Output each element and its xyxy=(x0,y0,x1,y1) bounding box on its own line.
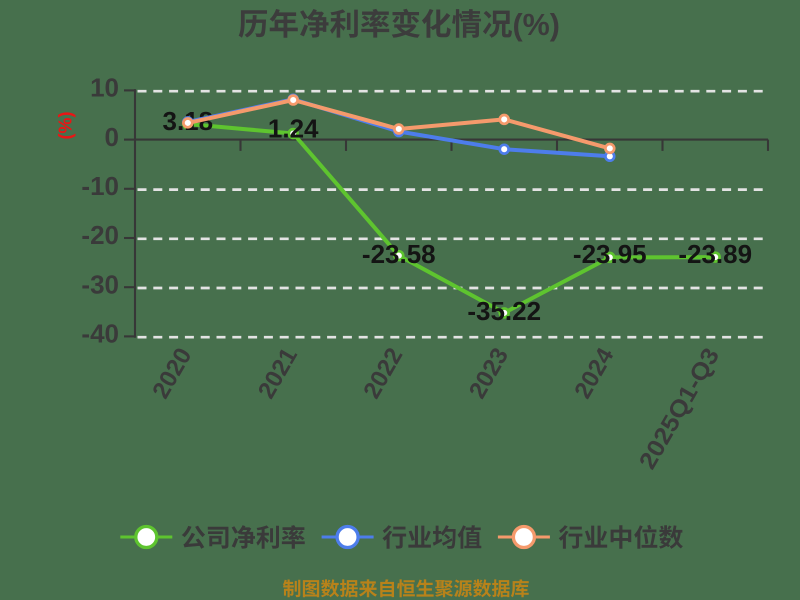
svg-text:-30: -30 xyxy=(81,269,119,299)
svg-text:(%): (%) xyxy=(56,112,76,140)
svg-text:-40: -40 xyxy=(81,319,119,349)
svg-text:1.24: 1.24 xyxy=(268,114,319,144)
svg-text:-20: -20 xyxy=(81,220,119,250)
svg-text:0: 0 xyxy=(105,122,119,152)
svg-text:10: 10 xyxy=(90,73,119,103)
svg-text:-35.22: -35.22 xyxy=(467,296,541,326)
svg-text:-23.89: -23.89 xyxy=(678,239,752,269)
svg-text:-23.58: -23.58 xyxy=(362,239,436,269)
svg-text:-10: -10 xyxy=(81,171,119,201)
svg-text:-23.95: -23.95 xyxy=(573,239,647,269)
svg-text:(%): (%) xyxy=(513,8,560,42)
